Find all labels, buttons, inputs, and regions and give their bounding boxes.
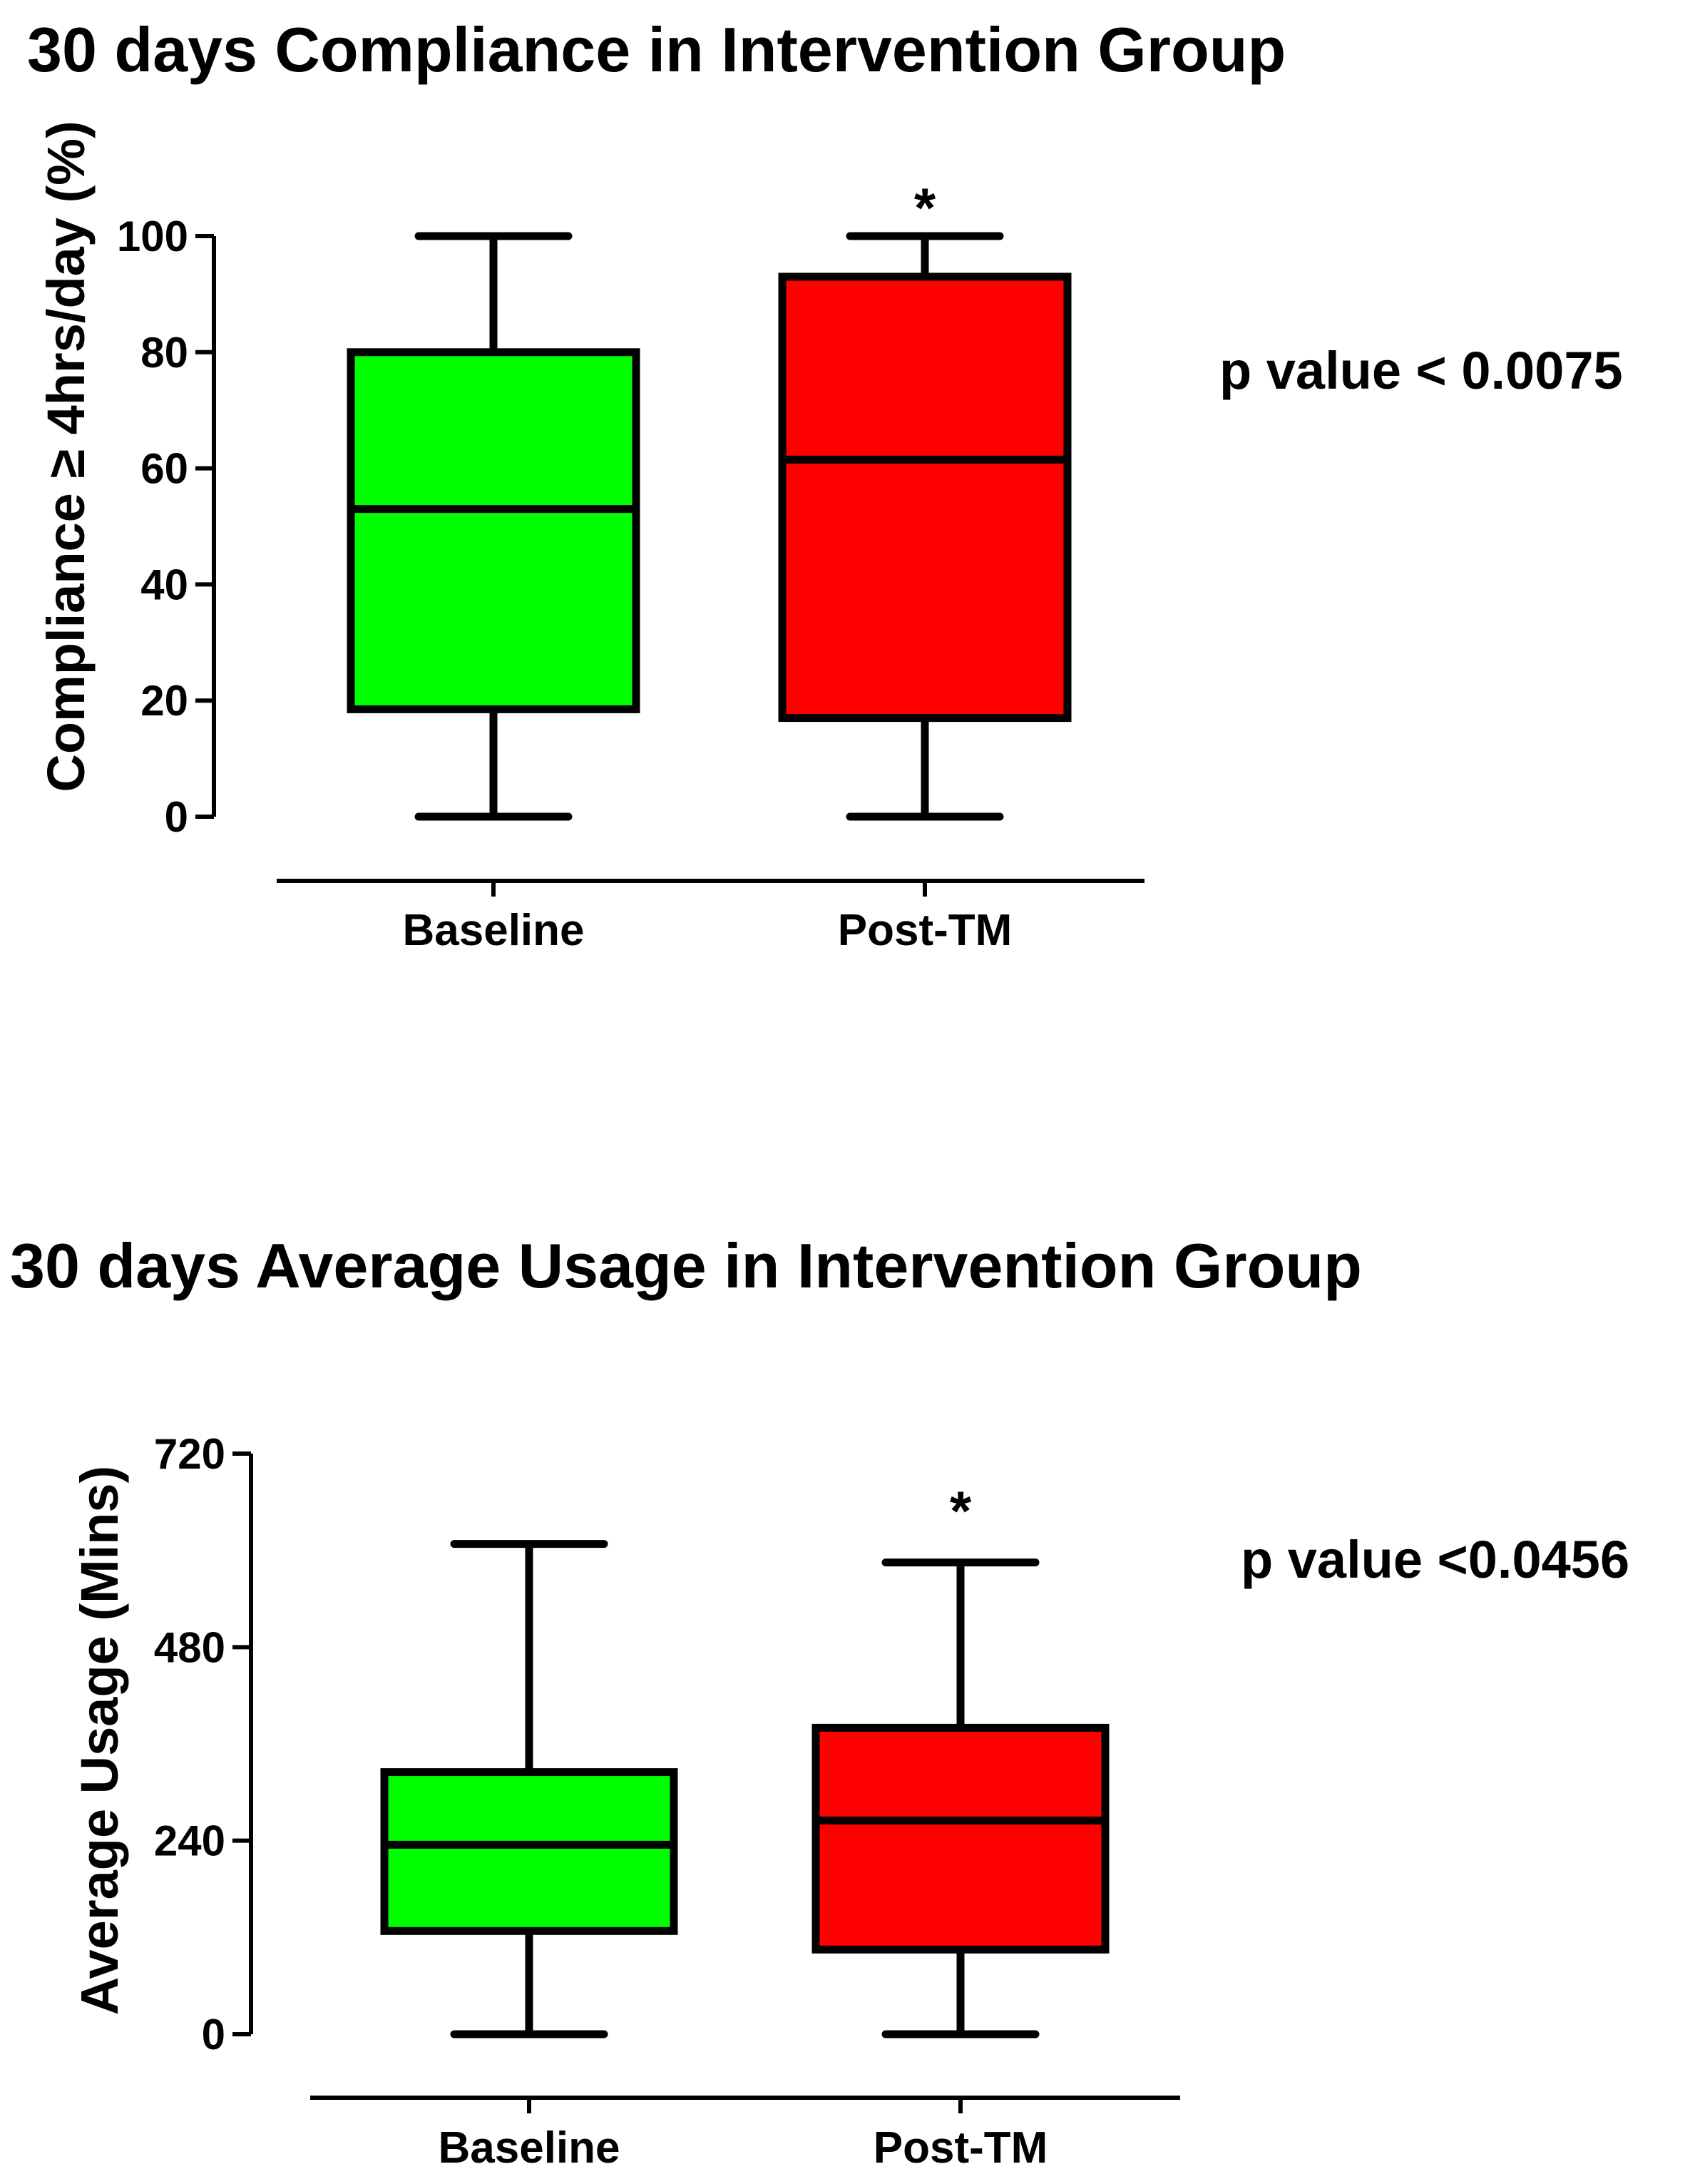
chart-panel-usage: 30 days Average Usage in Intervention Gr…	[10, 1230, 1629, 2173]
chart-title: 30 days Average Usage in Intervention Gr…	[10, 1230, 1362, 1301]
y-tick-label: 100	[117, 213, 188, 260]
box-baseline	[347, 348, 640, 713]
y-tick-label: 720	[154, 1430, 225, 1478]
y-tick-label: 80	[140, 329, 188, 377]
box-post-tm	[811, 1723, 1110, 1954]
y-tick-label: 60	[140, 445, 188, 493]
significance-marker: *	[914, 176, 936, 239]
y-axis-label: Average Usage (Mins)	[70, 1466, 129, 2015]
y-tick-label: 20	[140, 677, 188, 725]
y-tick-label: 480	[154, 1623, 225, 1671]
y-tick-label: 0	[165, 793, 188, 841]
category-label-post-tm: Post-TM	[838, 906, 1013, 955]
category-label-post-tm: Post-TM	[874, 2123, 1048, 2173]
y-tick-label: 240	[154, 1817, 225, 1865]
chart-panel-compliance: 30 days Compliance in Intervention Group…	[27, 14, 1623, 955]
category-label-baseline: Baseline	[402, 906, 584, 955]
y-axis-label: Compliance ≥ 4hrs/day (%)	[36, 121, 96, 792]
box-post-tm	[778, 272, 1072, 723]
box-baseline	[380, 1768, 678, 1935]
chart-title: 30 days Compliance in Intervention Group	[27, 14, 1286, 85]
significance-marker: *	[950, 1479, 972, 1542]
y-tick-label: 40	[140, 561, 188, 608]
p-value-annotation: p value < 0.0075	[1219, 341, 1623, 400]
p-value-annotation: p value <0.0456	[1241, 1530, 1629, 1589]
category-label-baseline: Baseline	[438, 2123, 620, 2173]
y-tick-label: 0	[202, 2011, 225, 2058]
